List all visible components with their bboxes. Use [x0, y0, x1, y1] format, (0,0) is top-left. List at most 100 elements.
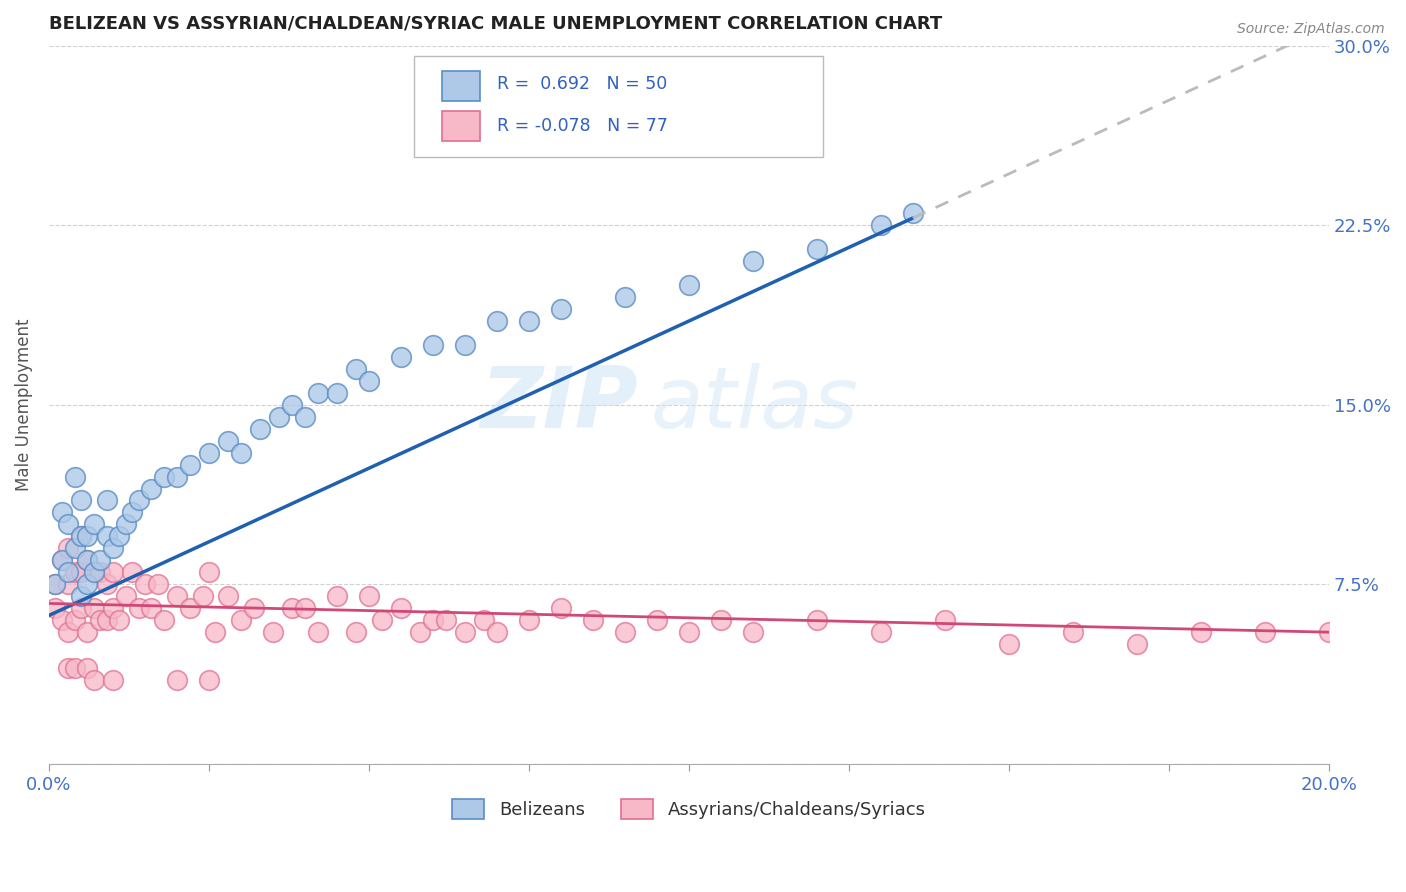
Point	[198, 445, 221, 459]
Point	[101, 673, 124, 687]
Point	[76, 661, 98, 675]
Point	[166, 589, 188, 603]
Point	[229, 613, 252, 627]
Point	[63, 566, 86, 580]
Point	[108, 613, 131, 627]
Point	[179, 601, 201, 615]
Point	[114, 517, 136, 532]
Point	[141, 601, 163, 615]
Point	[56, 661, 79, 675]
Point	[70, 529, 93, 543]
Point	[806, 613, 828, 627]
Point	[517, 613, 540, 627]
Point	[294, 409, 316, 424]
Point	[56, 566, 79, 580]
Point	[1317, 625, 1340, 640]
Point	[76, 577, 98, 591]
Point	[128, 493, 150, 508]
FancyBboxPatch shape	[441, 111, 481, 141]
Point	[83, 673, 105, 687]
Y-axis label: Male Unemployment: Male Unemployment	[15, 318, 32, 491]
Point	[96, 493, 118, 508]
Point	[204, 625, 226, 640]
Point	[294, 601, 316, 615]
Text: R =  0.692   N = 50: R = 0.692 N = 50	[496, 75, 668, 94]
Point	[44, 601, 66, 615]
Point	[517, 314, 540, 328]
Point	[89, 613, 111, 627]
Text: ZIP: ZIP	[479, 363, 638, 446]
Point	[89, 566, 111, 580]
Point	[121, 566, 143, 580]
Point	[56, 625, 79, 640]
Point	[344, 625, 367, 640]
Point	[44, 577, 66, 591]
Point	[409, 625, 432, 640]
Point	[198, 566, 221, 580]
Point	[269, 409, 291, 424]
Point	[550, 301, 572, 316]
Point	[83, 601, 105, 615]
Point	[76, 625, 98, 640]
Point	[51, 553, 73, 567]
Point	[63, 469, 86, 483]
Point	[179, 458, 201, 472]
Point	[217, 589, 239, 603]
FancyBboxPatch shape	[413, 56, 824, 157]
Point	[83, 517, 105, 532]
Point	[454, 338, 477, 352]
Point	[83, 566, 105, 580]
Point	[262, 625, 284, 640]
Point	[806, 242, 828, 256]
Point	[153, 613, 176, 627]
Point	[249, 422, 271, 436]
Point	[582, 613, 605, 627]
Point	[76, 529, 98, 543]
Legend: Belizeans, Assyrians/Chaldeans/Syriacs: Belizeans, Assyrians/Chaldeans/Syriacs	[444, 791, 934, 827]
Point	[281, 601, 304, 615]
Point	[63, 541, 86, 556]
Point	[613, 625, 636, 640]
Point	[357, 589, 380, 603]
Point	[1189, 625, 1212, 640]
Point	[307, 385, 329, 400]
Point	[307, 625, 329, 640]
Point	[56, 517, 79, 532]
Point	[101, 601, 124, 615]
Point	[357, 374, 380, 388]
Text: R = -0.078   N = 77: R = -0.078 N = 77	[496, 117, 668, 135]
Point	[869, 625, 891, 640]
Point	[56, 541, 79, 556]
FancyBboxPatch shape	[441, 70, 481, 101]
Point	[550, 601, 572, 615]
Text: atlas: atlas	[651, 363, 859, 446]
Point	[70, 601, 93, 615]
Point	[191, 589, 214, 603]
Point	[485, 314, 508, 328]
Point	[96, 529, 118, 543]
Point	[741, 254, 763, 268]
Point	[70, 493, 93, 508]
Point	[454, 625, 477, 640]
Point	[326, 589, 349, 603]
Point	[166, 673, 188, 687]
Point	[678, 278, 700, 293]
Point	[166, 469, 188, 483]
Point	[44, 577, 66, 591]
Point	[370, 613, 392, 627]
Point	[146, 577, 169, 591]
Point	[70, 566, 93, 580]
Point	[76, 553, 98, 567]
Point	[134, 577, 156, 591]
Text: BELIZEAN VS ASSYRIAN/CHALDEAN/SYRIAC MALE UNEMPLOYMENT CORRELATION CHART: BELIZEAN VS ASSYRIAN/CHALDEAN/SYRIAC MAL…	[49, 15, 942, 33]
Point	[1062, 625, 1084, 640]
Point	[242, 601, 264, 615]
Point	[1126, 637, 1149, 651]
Point	[101, 541, 124, 556]
Point	[281, 398, 304, 412]
Text: Source: ZipAtlas.com: Source: ZipAtlas.com	[1237, 22, 1385, 37]
Point	[434, 613, 457, 627]
Point	[51, 553, 73, 567]
Point	[51, 613, 73, 627]
Point	[472, 613, 495, 627]
